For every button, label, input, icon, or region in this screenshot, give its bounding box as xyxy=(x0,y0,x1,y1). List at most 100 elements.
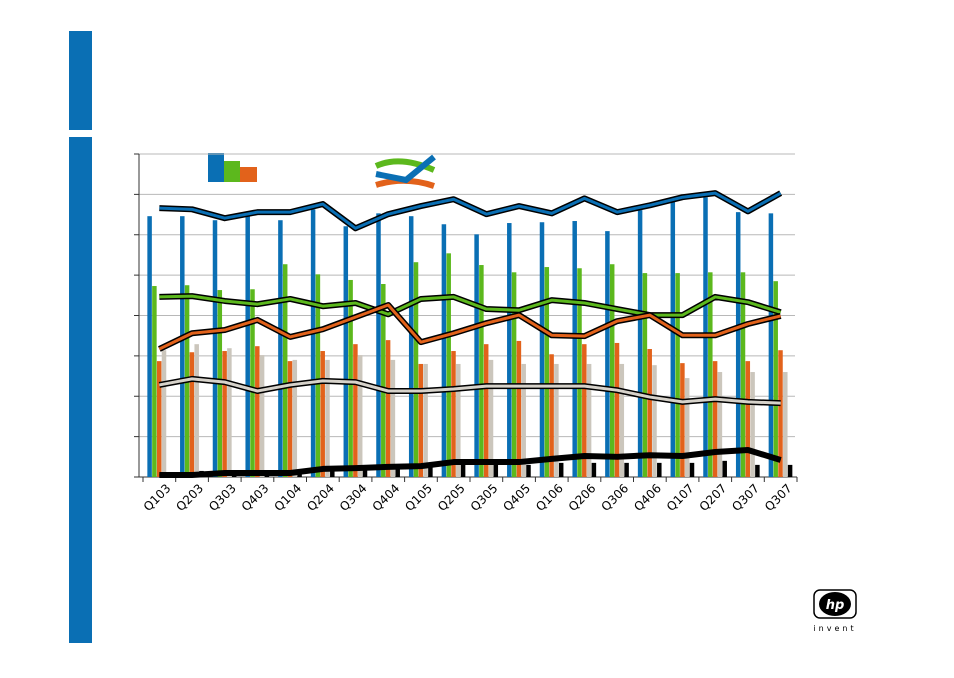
x-tick-label: Q304 xyxy=(337,481,370,514)
x-tick-label: Q307 xyxy=(729,481,762,514)
bar xyxy=(670,200,676,477)
bar xyxy=(423,363,428,477)
x-tick-label: Q207 xyxy=(697,481,730,514)
line xyxy=(159,377,781,405)
bar xyxy=(717,372,723,477)
bar xyxy=(474,234,479,477)
bar xyxy=(619,363,625,477)
bar xyxy=(278,220,283,477)
bar xyxy=(750,372,755,477)
bar xyxy=(395,466,400,477)
bar xyxy=(740,272,746,477)
bar xyxy=(287,361,293,477)
bar xyxy=(310,209,316,477)
bar xyxy=(348,279,353,477)
bar xyxy=(624,462,629,477)
logo-mark: hp xyxy=(826,598,845,613)
bar xyxy=(390,359,396,477)
bar xyxy=(451,351,456,477)
logo-tagline: invent xyxy=(813,624,856,633)
hp-logo: hp invent xyxy=(813,589,857,633)
bar xyxy=(385,340,391,477)
bar xyxy=(227,348,232,477)
bar xyxy=(549,354,554,477)
x-tick-label: Q105 xyxy=(402,481,435,514)
x-tick-label: Q303 xyxy=(206,481,239,514)
line xyxy=(159,294,782,317)
bar xyxy=(255,346,260,477)
x-tick-label: Q205 xyxy=(435,481,468,514)
x-tick-label: Q104 xyxy=(271,481,304,514)
bar xyxy=(712,361,718,477)
bar xyxy=(446,253,451,477)
bar xyxy=(582,344,587,477)
side-bar xyxy=(69,137,92,643)
x-tick-label: Q203 xyxy=(173,481,206,514)
bar xyxy=(689,462,695,477)
bar xyxy=(755,464,760,477)
bar xyxy=(768,213,774,477)
bar xyxy=(250,289,255,477)
bar xyxy=(488,359,494,477)
bar xyxy=(642,273,648,477)
bar xyxy=(194,344,199,477)
bar xyxy=(605,231,610,477)
line xyxy=(158,303,782,351)
bar xyxy=(554,363,559,477)
bar xyxy=(778,350,783,477)
x-tick-label: Q107 xyxy=(664,481,697,514)
bar xyxy=(511,272,517,477)
x-tick-label: Q306 xyxy=(598,481,631,514)
bar xyxy=(591,462,597,477)
bar xyxy=(558,462,564,477)
bar xyxy=(320,351,325,477)
bar xyxy=(684,378,690,477)
x-tick-label: Q106 xyxy=(533,481,566,514)
bar xyxy=(586,363,592,477)
bar xyxy=(330,466,335,477)
bar xyxy=(657,462,662,477)
bar xyxy=(460,464,466,477)
bar xyxy=(745,361,751,477)
bar xyxy=(212,220,218,477)
bar xyxy=(479,265,484,477)
bar xyxy=(637,210,643,477)
bar xyxy=(180,216,185,478)
bar xyxy=(773,281,778,477)
bar xyxy=(783,372,788,477)
bar xyxy=(362,466,368,477)
line xyxy=(159,191,782,230)
x-tick-label: Q405 xyxy=(500,481,533,514)
bar xyxy=(156,361,162,477)
bar xyxy=(609,264,615,477)
bar xyxy=(441,224,447,477)
bar xyxy=(614,342,620,477)
bar xyxy=(222,351,227,477)
bar xyxy=(376,213,381,477)
bar xyxy=(292,359,298,477)
bar xyxy=(722,460,727,477)
line-outline xyxy=(159,190,783,232)
bar xyxy=(544,267,550,477)
bar xyxy=(418,363,424,477)
bar xyxy=(147,216,152,478)
bar xyxy=(652,365,657,477)
x-tick-label: Q403 xyxy=(239,481,272,514)
legend-bar-icon xyxy=(208,153,257,182)
bar xyxy=(483,344,489,477)
x-tick-label: Q406 xyxy=(631,481,664,514)
bar xyxy=(572,221,577,477)
bar xyxy=(325,359,330,477)
x-tick-label: Q204 xyxy=(304,481,337,514)
bar xyxy=(315,274,321,477)
bar xyxy=(408,216,414,478)
bar xyxy=(516,340,522,477)
bar xyxy=(161,350,167,477)
bar xyxy=(507,223,512,477)
bar xyxy=(647,349,652,477)
x-tick-label: Q305 xyxy=(468,481,501,514)
side-bar-top xyxy=(69,31,92,130)
bar xyxy=(343,226,349,477)
bar xyxy=(708,272,713,477)
